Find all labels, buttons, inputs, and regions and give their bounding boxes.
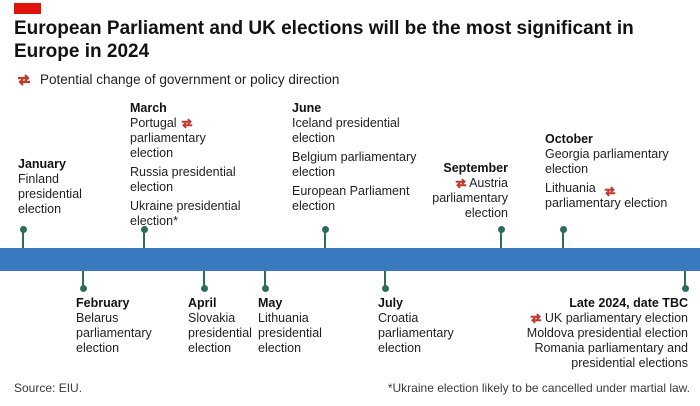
event-item: Ukraine presidential election* [130, 199, 241, 228]
event-item: Iceland presidential election [292, 116, 400, 145]
headline: European Parliament and UK elections wil… [14, 18, 634, 62]
event-april: April Slovakia presidential election [188, 296, 268, 356]
swap-arrows-icon [529, 312, 543, 325]
event-may: May Lithuania presidential election [258, 296, 338, 356]
tick-september [497, 226, 505, 248]
tick-may [261, 271, 269, 292]
month-label: May [258, 296, 283, 310]
month-label: February [76, 296, 130, 310]
event-january: January Finland presidential election [18, 157, 118, 217]
month-label: March [130, 101, 167, 115]
event-item: Lithuania parliamentary election [545, 181, 668, 210]
event-item: Lithuania presidential election [258, 311, 322, 355]
event-late-2024: Late 2024, date TBC UK parliamentary ele… [490, 296, 688, 371]
swap-arrows-icon [180, 117, 194, 130]
month-label: September [443, 161, 508, 175]
tick-june [321, 226, 329, 248]
month-label: October [545, 132, 593, 146]
event-item: Romania parliamentary and presidential e… [534, 341, 688, 370]
event-june: June Iceland presidential election Belgi… [292, 101, 422, 214]
event-july: July Croatia parliamentary election [378, 296, 478, 356]
event-item: European Parliament election [292, 184, 410, 213]
month-label: April [188, 296, 217, 310]
event-item-text: Portugal parliamentary election [130, 116, 206, 160]
event-item: Russia presidential election [130, 165, 236, 194]
event-item: Belarus parliamentary election [76, 311, 152, 355]
tick-april [200, 271, 208, 292]
timeline-band [0, 248, 700, 271]
month-label: June [292, 101, 322, 115]
month-label: January [18, 157, 66, 171]
tick-july [381, 271, 389, 292]
swap-arrows-icon [454, 177, 468, 190]
event-item-text: UK parliamentary election [544, 311, 688, 325]
source-note: Source: EIU. [14, 381, 83, 395]
month-label: Late 2024, date TBC [569, 296, 688, 310]
event-item: Georgia parliamentary election [545, 147, 669, 176]
tick-october [559, 226, 567, 248]
legend-label: Potential change of government or policy… [40, 72, 340, 87]
event-september: September Austria parliamentary election [400, 161, 508, 221]
event-item: Portugal parliamentary election [130, 116, 260, 161]
event-item: Austria parliamentary election [432, 176, 508, 220]
tick-february [79, 271, 87, 292]
legend: Potential change of government or policy… [14, 71, 339, 88]
event-item: Belgium parliamentary election [292, 150, 417, 179]
footnote: *Ukraine election likely to be cancelled… [387, 381, 690, 395]
swap-arrows-icon [603, 185, 617, 198]
event-february: February Belarus parliamentary election [76, 296, 176, 356]
event-march: March Portugal parliamentary election Ru… [130, 101, 260, 229]
event-item: UK parliamentary election [490, 311, 688, 326]
month-label: July [378, 296, 404, 310]
event-item: Finland presidential election [18, 172, 82, 216]
tick-january [19, 226, 27, 248]
tick-march [140, 226, 148, 248]
event-item: Croatia parliamentary election [378, 311, 454, 355]
swap-arrows-icon [16, 73, 32, 87]
event-item: Moldova presidential election [526, 326, 688, 340]
event-october: October Georgia parliamentary election L… [545, 132, 695, 211]
brand-accent-bar [14, 3, 41, 14]
tick-late-2024 [681, 271, 689, 292]
event-item: Slovakia presidential election [188, 311, 252, 355]
